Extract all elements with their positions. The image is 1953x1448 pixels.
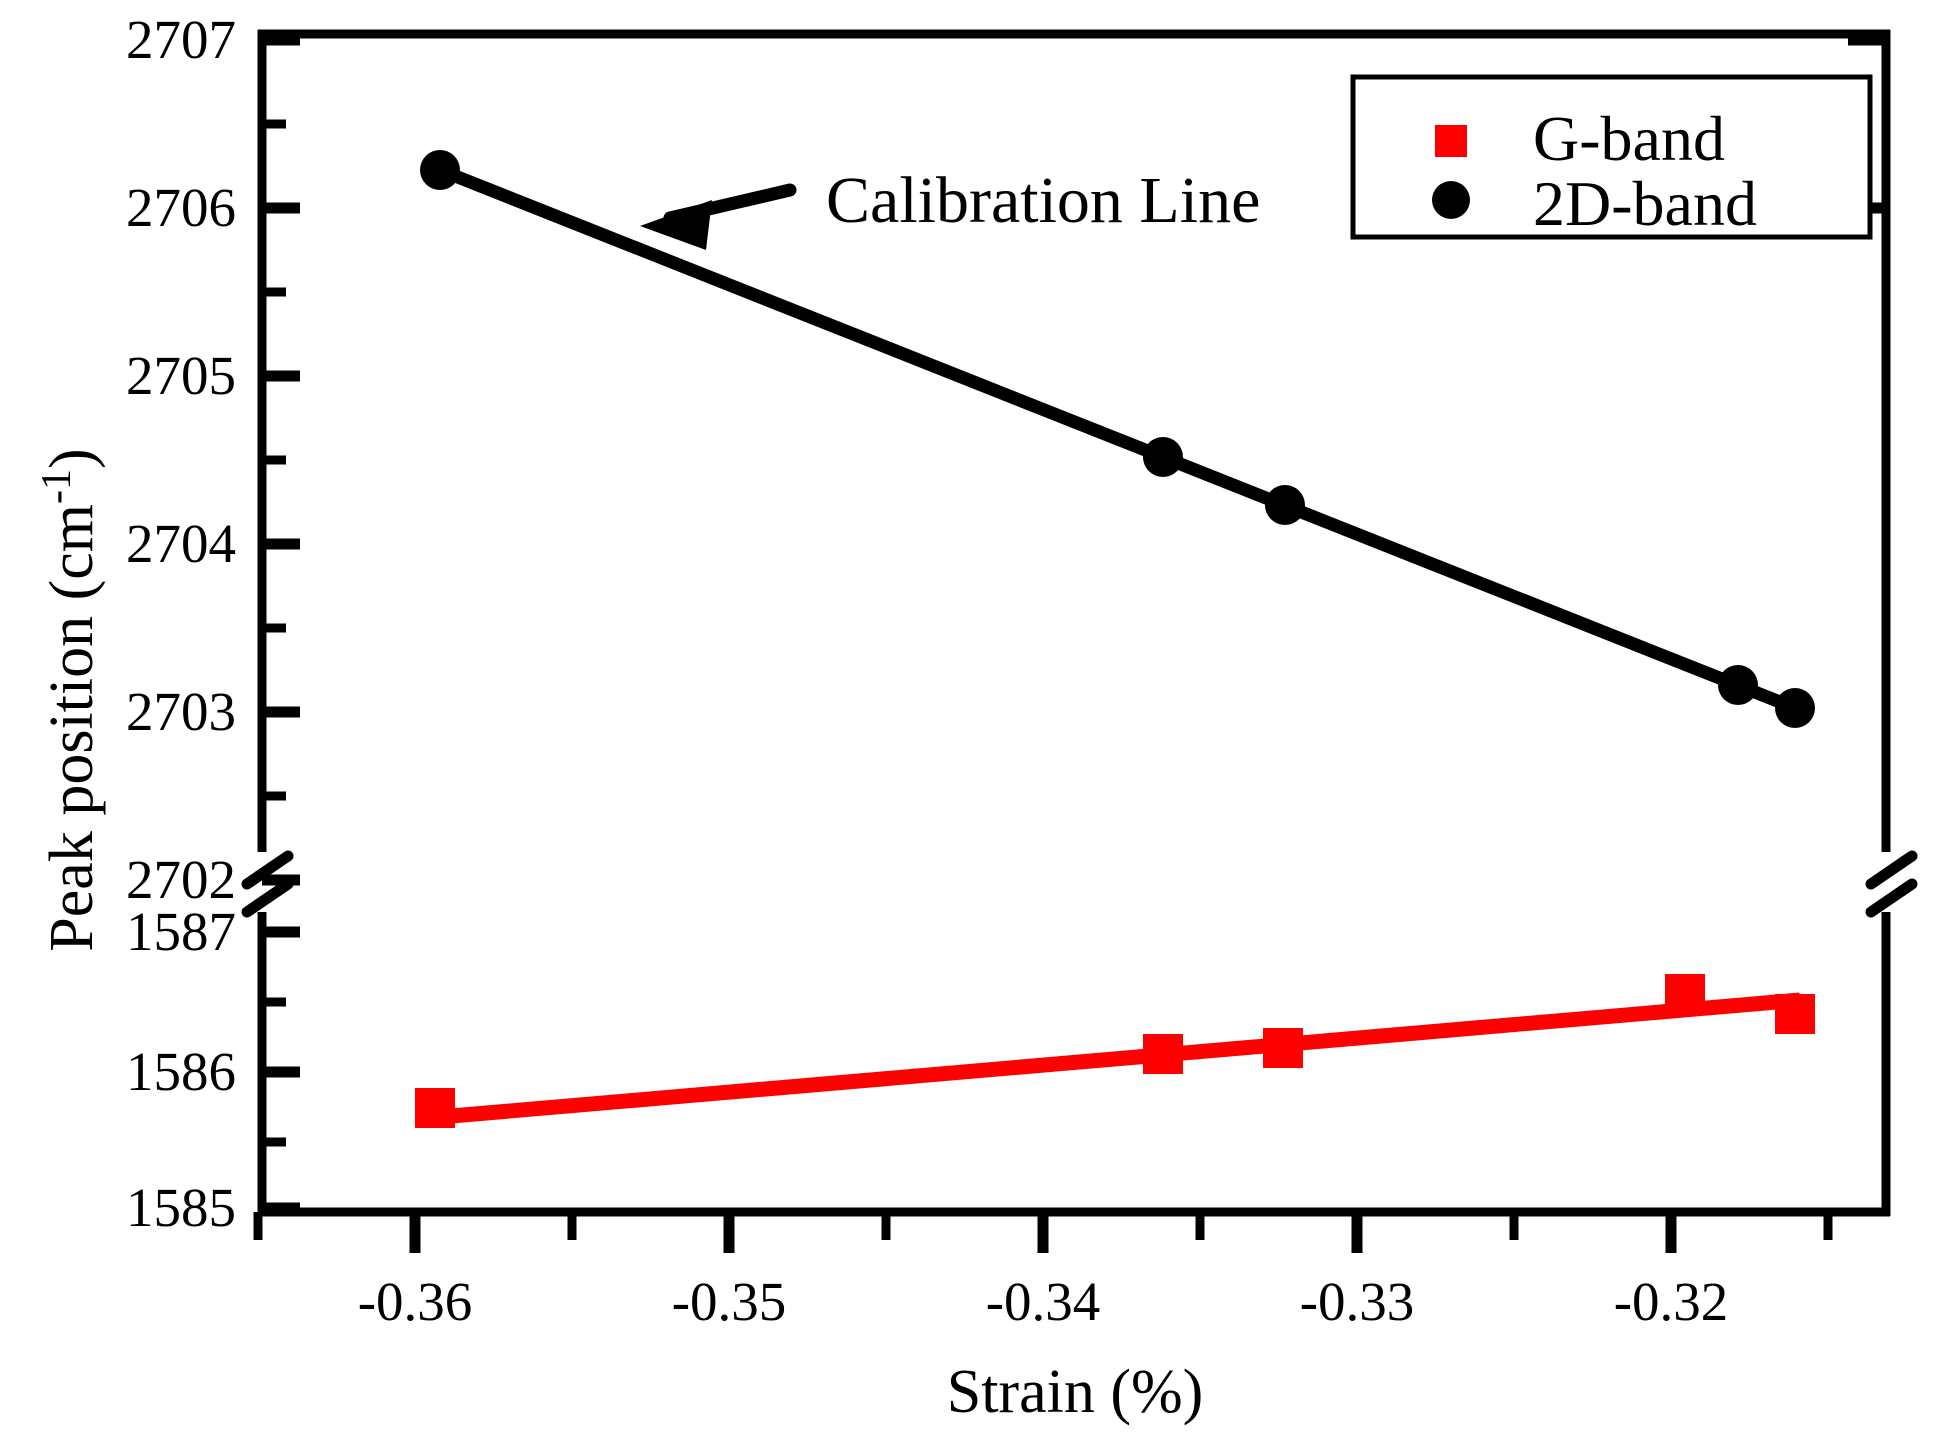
data-point-2d-4 (1718, 665, 1758, 705)
legend-label-g-band: G-band (1533, 103, 1725, 174)
annotation-label-calibration-line: Calibration Line (826, 164, 1260, 237)
legend-marker-square-icon (1435, 125, 1467, 157)
y-axis-title: Peak position (cm-1) (34, 448, 106, 951)
x-tick-label-2: -0.35 (672, 1271, 787, 1332)
x-axis-title: Strain (%) (947, 1358, 1204, 1426)
gband-fit-line (439, 992, 1801, 1125)
y-tick-label-2702: 2702 (126, 849, 236, 910)
y-tick-label-2707: 2707 (126, 9, 236, 70)
y-tick-label-1586: 1586 (126, 1041, 236, 1102)
x-tick-label-4: -0.33 (1300, 1271, 1415, 1332)
y-tick-label-2706: 2706 (126, 177, 236, 238)
axis-break-right (1865, 850, 1918, 918)
x-ticks (253, 1212, 1833, 1253)
data-point-g-1 (415, 1088, 455, 1128)
legend-marker-circle-icon (1432, 181, 1470, 219)
data-point-2d-3 (1265, 485, 1305, 525)
y-tick-label-1587: 1587 (126, 901, 236, 962)
y-axis-title-close: ) (38, 448, 106, 469)
calibration-annotation: Calibration Line (640, 164, 1260, 250)
annotation-arrow-head (640, 200, 712, 250)
legend[interactable]: G-band 2D-band (1350, 74, 1873, 240)
data-point-2d-5 (1775, 688, 1815, 728)
y-axis-title-main: Peak position (cm (38, 504, 106, 952)
data-point-g-4 (1665, 974, 1705, 1014)
y-ticks-upper (262, 34, 300, 886)
x-tick-label-5: -0.32 (1614, 1271, 1729, 1332)
svg-text:Peak position (cm-1): Peak position (cm-1) (34, 448, 106, 951)
data-point-g-2 (1143, 1034, 1183, 1074)
x-tick-label-3: -0.34 (986, 1271, 1101, 1332)
data-point-g-3 (1263, 1028, 1303, 1068)
y-ticks-lower (262, 926, 300, 1214)
y-tick-label-2705: 2705 (126, 345, 236, 406)
data-point-2d-1 (420, 150, 460, 190)
y-axis-title-superscript: -1 (34, 469, 80, 504)
legend-item-g-band[interactable]: G-band (1435, 103, 1725, 174)
y-tick-label-2703: 2703 (126, 681, 236, 742)
twodband-data-points (420, 150, 1815, 728)
y-tick-label-1585: 1585 (126, 1177, 236, 1238)
twodband-fit-line (433, 163, 1807, 717)
x-tick-label-1: -0.36 (358, 1271, 473, 1332)
legend-label-2d-band: 2D-band (1533, 168, 1757, 239)
y-tick-label-2704: 2704 (126, 513, 236, 574)
data-point-g-5 (1775, 994, 1815, 1034)
data-point-2d-2 (1143, 437, 1183, 477)
gband-data-points (415, 974, 1815, 1128)
legend-item-2d-band[interactable]: 2D-band (1432, 168, 1757, 239)
